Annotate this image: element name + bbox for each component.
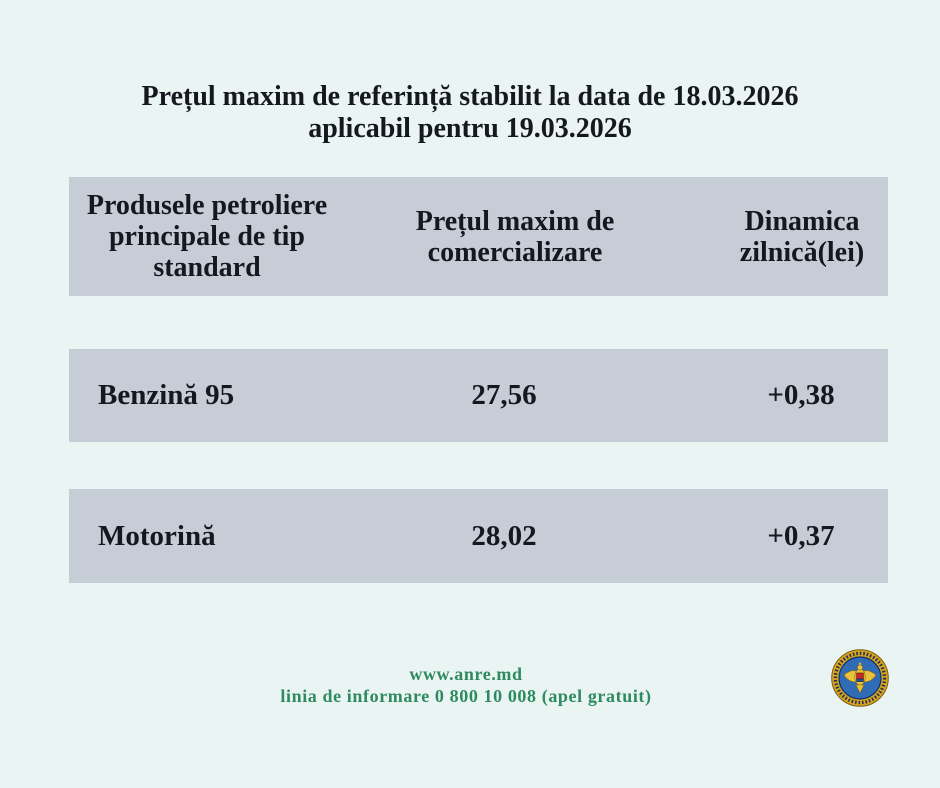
footer-info-line: linia de informare 0 800 10 008 (apel gr… (280, 686, 652, 706)
title-line-1: Prețul maxim de referință stabilit la da… (141, 81, 799, 112)
eagle-emblem (843, 662, 877, 694)
header-daily-dynamic: Dinamica zilnică(lei) (739, 205, 865, 268)
table-header-row: Produsele petroliere principale de tip s… (69, 177, 888, 296)
product-name: Benzină 95 (98, 379, 235, 411)
product-price: 28,02 (471, 519, 537, 552)
title-line-2: aplicabil pentru 19.03.2026 (308, 113, 632, 144)
product-name: Motorină (98, 519, 216, 552)
header-max-price: Prețul maxim de comercializare (415, 205, 615, 268)
table-row: Benzină 95 27,56 +0,38 (69, 349, 888, 442)
header-products: Produsele petroliere principale de tip s… (86, 190, 328, 283)
footer-website: www.anre.md (409, 664, 523, 684)
product-dynamic: +0,37 (767, 519, 835, 552)
footer-contact: www.anre.md linia de informare 0 800 10 … (0, 663, 932, 707)
page-title: Prețul maxim de referință stabilit la da… (0, 81, 940, 145)
table-row: Motorină 28,02 +0,37 (69, 489, 888, 583)
product-dynamic: +0,38 (767, 379, 835, 411)
anre-seal-logo (831, 649, 889, 707)
product-price: 27,56 (471, 379, 537, 411)
